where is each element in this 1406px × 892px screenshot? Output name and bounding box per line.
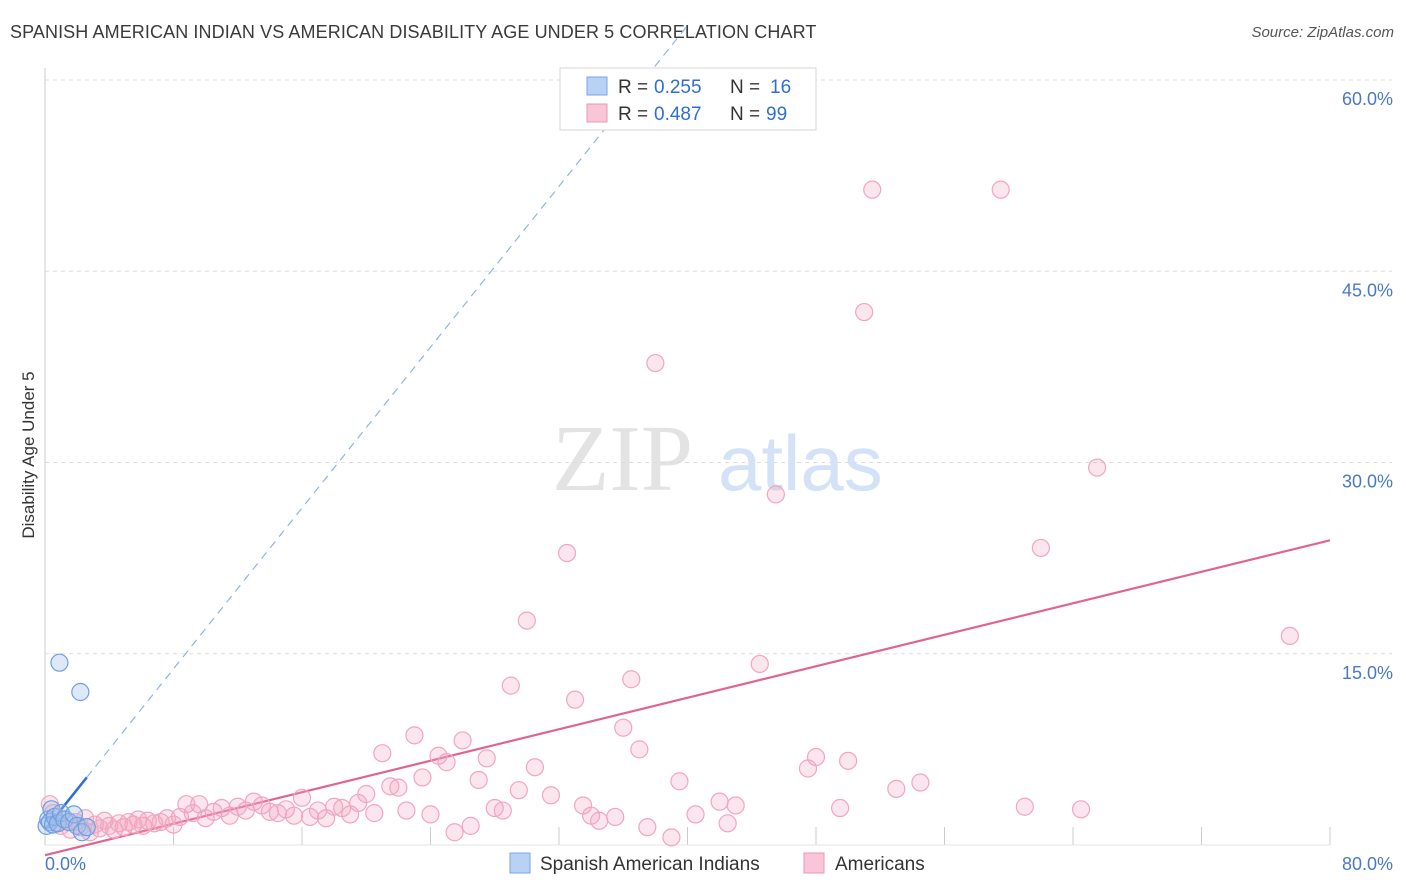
- grid-lines: [45, 79, 1392, 845]
- americans-point: [461, 816, 480, 835]
- americans-point: [855, 302, 874, 322]
- legend-n-label: N =: [730, 104, 760, 125]
- y-tick-label: 45.0%: [1342, 280, 1393, 300]
- legend-n-label: N =: [730, 77, 760, 98]
- correlation-legend: R = 0.255 N = 16 R = 0.487 N = 99: [559, 67, 817, 131]
- americans-point: [614, 718, 633, 737]
- data-points: [37, 180, 1299, 847]
- americans-point: [357, 784, 376, 804]
- americans-point: [437, 753, 456, 772]
- y-tick-label: 30.0%: [1342, 472, 1393, 492]
- americans-point: [622, 670, 641, 689]
- americans-point: [710, 792, 729, 811]
- americans-point: [646, 353, 665, 373]
- americans-point: [670, 772, 689, 791]
- americans-point: [373, 744, 392, 763]
- americans-point: [453, 731, 472, 750]
- y-tick-label: 15.0%: [1342, 663, 1393, 683]
- spanish-american-indians-trend-extension: [86, 25, 688, 778]
- americans-point: [421, 805, 440, 824]
- spanish-american-indians-point: [71, 682, 90, 702]
- legend-swatch-blue: [586, 76, 608, 96]
- legend-r-label: R =: [618, 104, 648, 125]
- americans-point: [365, 804, 384, 823]
- americans-point: [1015, 797, 1034, 816]
- americans-point: [477, 749, 496, 768]
- americans-point: [509, 781, 528, 800]
- chart-title: SPANISH AMERICAN INDIAN VS AMERICAN DISA…: [10, 22, 817, 42]
- series-label-americans: Americans: [835, 854, 925, 875]
- spanish-american-indians-point: [77, 818, 96, 837]
- watermark-zip: ZIP: [552, 407, 693, 511]
- legend-r-label: R =: [618, 77, 648, 98]
- americans-point: [991, 180, 1010, 199]
- spanish-american-indians-point: [64, 805, 84, 824]
- source-credit: Source: ZipAtlas.com: [1251, 24, 1394, 41]
- americans-point: [1280, 626, 1299, 646]
- americans-point: [830, 798, 850, 818]
- legend-n-value-blue: 16: [770, 77, 791, 98]
- americans-point: [124, 815, 143, 834]
- series-swatch-blue: [509, 852, 531, 874]
- americans-point: [630, 740, 649, 759]
- series-label-spanish-american-indians: Spanish American Indians: [540, 854, 760, 875]
- legend-r-value-blue: 0.255: [654, 77, 702, 98]
- americans-point: [686, 805, 705, 824]
- americans-point: [1087, 458, 1107, 477]
- americans-point: [397, 801, 416, 820]
- americans-point: [1071, 800, 1091, 819]
- americans-point: [177, 795, 196, 814]
- americans-point: [590, 811, 609, 830]
- americans-point: [606, 807, 625, 827]
- americans-point: [806, 747, 826, 767]
- y-tick-label: 60.0%: [1342, 89, 1393, 109]
- americans-point: [726, 796, 745, 815]
- series-swatch-pink: [803, 852, 825, 874]
- americans-point: [557, 543, 577, 563]
- americans-point: [284, 806, 304, 825]
- americans-point: [292, 788, 312, 807]
- legend-swatch-pink: [586, 103, 608, 123]
- americans-point: [863, 180, 882, 199]
- americans-point: [469, 770, 488, 790]
- x-tick-label-max: 80.0%: [1342, 854, 1393, 874]
- americans-point: [389, 778, 408, 797]
- americans-point: [517, 611, 536, 630]
- americans-point: [541, 786, 561, 805]
- y-axis-title: Disability Age Under 5: [19, 371, 38, 538]
- americans-point: [565, 690, 585, 709]
- legend-n-value-pink: 99: [766, 104, 787, 125]
- americans-point: [750, 654, 769, 674]
- americans-point: [1031, 538, 1050, 558]
- americans-point: [887, 779, 906, 799]
- americans-point: [133, 816, 153, 835]
- americans-point: [718, 814, 737, 833]
- legend-r-value-pink: 0.487: [654, 104, 702, 125]
- spanish-american-indians-point: [72, 823, 92, 842]
- americans-trend: [44, 539, 1331, 857]
- spanish-american-indians-point: [50, 653, 69, 672]
- americans-point: [911, 773, 930, 792]
- americans-point: [445, 823, 464, 842]
- x-tick-label-min: 0.0%: [45, 854, 86, 874]
- americans-point: [405, 726, 424, 745]
- series-legend: Spanish American Indians Americans: [509, 852, 925, 875]
- americans-point: [662, 828, 681, 847]
- americans-point: [493, 801, 512, 820]
- americans-point: [413, 768, 432, 787]
- americans-point: [766, 485, 785, 504]
- axes: 15.0% 30.0% 45.0% 60.0% 0.0% 80.0%: [44, 68, 1393, 874]
- americans-point: [501, 676, 520, 695]
- americans-point: [638, 818, 657, 837]
- americans-point: [839, 751, 858, 770]
- americans-point: [525, 758, 545, 777]
